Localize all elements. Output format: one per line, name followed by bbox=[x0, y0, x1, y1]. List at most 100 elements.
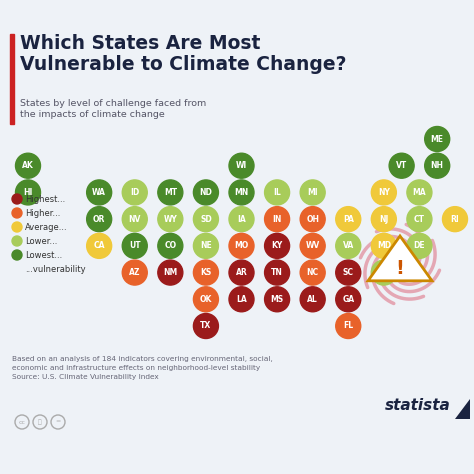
Text: HI: HI bbox=[23, 188, 33, 197]
Circle shape bbox=[229, 287, 254, 312]
Text: NE: NE bbox=[200, 241, 212, 250]
Text: MO: MO bbox=[234, 241, 249, 250]
Text: VA: VA bbox=[343, 241, 354, 250]
Circle shape bbox=[443, 207, 467, 232]
Circle shape bbox=[12, 194, 22, 204]
Text: VT: VT bbox=[396, 161, 407, 170]
Circle shape bbox=[229, 153, 254, 178]
Text: WI: WI bbox=[236, 161, 247, 170]
Text: NC: NC bbox=[307, 268, 319, 277]
Text: IL: IL bbox=[273, 188, 281, 197]
Circle shape bbox=[193, 233, 219, 258]
Circle shape bbox=[407, 233, 432, 258]
Text: AZ: AZ bbox=[129, 268, 140, 277]
Text: CA: CA bbox=[93, 241, 105, 250]
Text: =: = bbox=[55, 419, 61, 425]
Circle shape bbox=[425, 127, 450, 152]
Circle shape bbox=[16, 153, 40, 178]
Text: DE: DE bbox=[414, 241, 425, 250]
Circle shape bbox=[407, 207, 432, 232]
Circle shape bbox=[300, 260, 325, 285]
Circle shape bbox=[264, 180, 290, 205]
Text: KS: KS bbox=[201, 268, 211, 277]
Text: SD: SD bbox=[200, 215, 212, 224]
Circle shape bbox=[229, 233, 254, 258]
Circle shape bbox=[264, 207, 290, 232]
Text: cc: cc bbox=[18, 419, 26, 425]
Text: OR: OR bbox=[93, 215, 105, 224]
Text: Lowest...: Lowest... bbox=[25, 250, 62, 259]
Circle shape bbox=[12, 250, 22, 260]
Text: WA: WA bbox=[92, 188, 106, 197]
Circle shape bbox=[371, 260, 396, 285]
Text: !: ! bbox=[396, 258, 404, 277]
Text: NH: NH bbox=[431, 161, 444, 170]
Text: NY: NY bbox=[378, 188, 390, 197]
Text: MS: MS bbox=[271, 295, 283, 304]
Text: TX: TX bbox=[201, 321, 211, 330]
Circle shape bbox=[122, 207, 147, 232]
Text: Higher...: Higher... bbox=[25, 209, 60, 218]
Circle shape bbox=[158, 233, 183, 258]
Polygon shape bbox=[455, 399, 470, 419]
Circle shape bbox=[300, 233, 325, 258]
Text: SC: SC bbox=[343, 268, 354, 277]
Circle shape bbox=[264, 260, 290, 285]
Circle shape bbox=[122, 180, 147, 205]
Text: AL: AL bbox=[307, 295, 318, 304]
Circle shape bbox=[300, 287, 325, 312]
Text: RI: RI bbox=[451, 215, 459, 224]
Text: NV: NV bbox=[128, 215, 141, 224]
Circle shape bbox=[87, 180, 112, 205]
Bar bbox=[10, 34, 14, 124]
Text: Highest...: Highest... bbox=[25, 194, 65, 203]
Circle shape bbox=[193, 287, 219, 312]
Text: PA: PA bbox=[343, 215, 354, 224]
Text: LA: LA bbox=[236, 295, 247, 304]
Circle shape bbox=[229, 180, 254, 205]
Circle shape bbox=[87, 233, 112, 258]
Circle shape bbox=[425, 153, 450, 178]
Circle shape bbox=[158, 207, 183, 232]
Text: TN: TN bbox=[271, 268, 283, 277]
Circle shape bbox=[371, 207, 396, 232]
Text: NM: NM bbox=[163, 268, 177, 277]
Text: ID: ID bbox=[130, 188, 139, 197]
Text: UT: UT bbox=[129, 241, 141, 250]
Text: KY: KY bbox=[272, 241, 283, 250]
Circle shape bbox=[229, 207, 254, 232]
Text: GA: GA bbox=[342, 295, 354, 304]
Circle shape bbox=[16, 180, 40, 205]
Circle shape bbox=[12, 208, 22, 218]
Text: MD: MD bbox=[377, 241, 391, 250]
Text: AR: AR bbox=[236, 268, 247, 277]
Text: ND: ND bbox=[200, 188, 212, 197]
Circle shape bbox=[193, 207, 219, 232]
Circle shape bbox=[12, 236, 22, 246]
Text: Lower...: Lower... bbox=[25, 237, 57, 246]
Text: MT: MT bbox=[164, 188, 177, 197]
Text: DC: DC bbox=[378, 268, 390, 277]
Text: IA: IA bbox=[237, 215, 246, 224]
Text: States by level of challenge faced from
the impacts of climate change: States by level of challenge faced from … bbox=[20, 99, 206, 119]
Circle shape bbox=[158, 180, 183, 205]
Text: MN: MN bbox=[234, 188, 249, 197]
Circle shape bbox=[87, 207, 112, 232]
Circle shape bbox=[336, 207, 361, 232]
Text: CO: CO bbox=[164, 241, 176, 250]
Text: Based on an analysis of 184 indicators covering environmental, social,: Based on an analysis of 184 indicators c… bbox=[12, 356, 273, 362]
Text: MI: MI bbox=[307, 188, 318, 197]
Circle shape bbox=[300, 207, 325, 232]
Text: ME: ME bbox=[431, 135, 444, 144]
Circle shape bbox=[407, 180, 432, 205]
Circle shape bbox=[158, 260, 183, 285]
Circle shape bbox=[371, 180, 396, 205]
Text: MA: MA bbox=[412, 188, 426, 197]
Circle shape bbox=[264, 233, 290, 258]
Circle shape bbox=[193, 313, 219, 338]
Text: WV: WV bbox=[306, 241, 320, 250]
Text: AK: AK bbox=[22, 161, 34, 170]
Text: IN: IN bbox=[273, 215, 282, 224]
Circle shape bbox=[300, 180, 325, 205]
Circle shape bbox=[193, 260, 219, 285]
